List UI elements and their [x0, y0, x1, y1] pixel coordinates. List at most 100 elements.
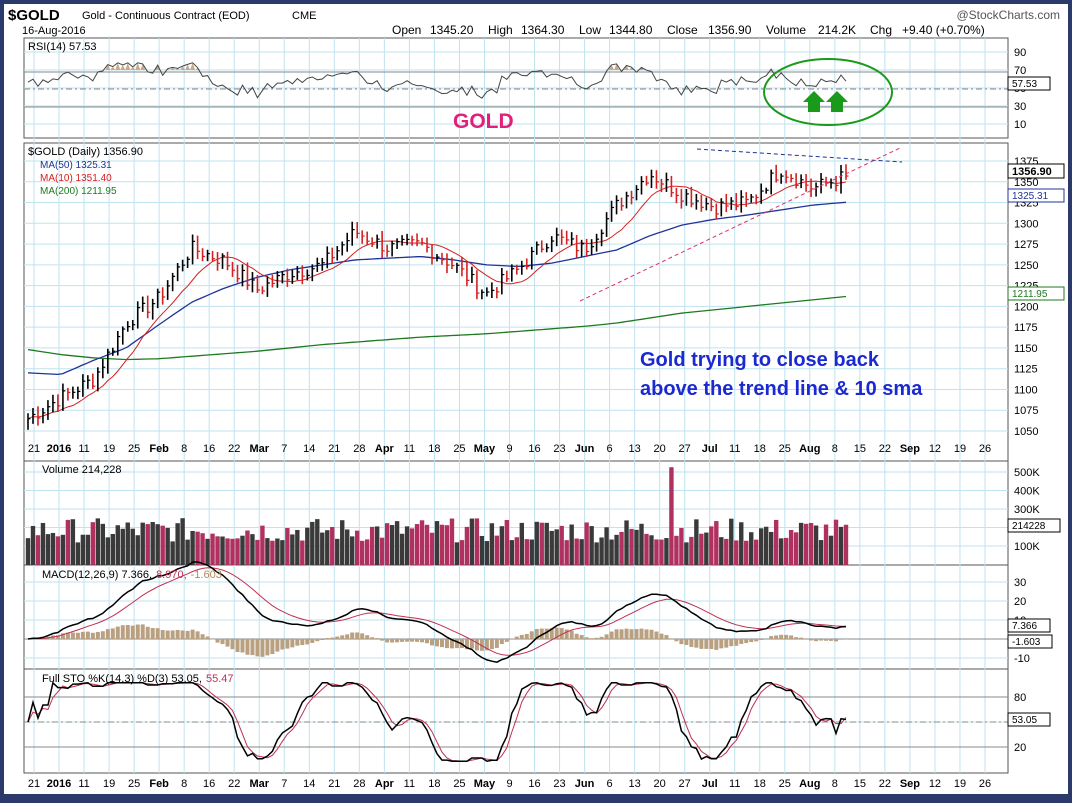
macd-histogram-bar [610, 632, 614, 639]
volume-bar [669, 467, 673, 565]
volume-bar [599, 537, 603, 565]
volume-bar [634, 530, 638, 565]
volume-bar [694, 519, 698, 565]
volume-bar [61, 535, 65, 565]
x-axis-label: May [474, 443, 496, 455]
macd-histogram-bar [305, 639, 309, 644]
macd-histogram-bar [365, 635, 369, 639]
close-label: Close [667, 23, 698, 37]
macd-histogram-bar [335, 637, 339, 639]
volume-bar [91, 522, 95, 565]
macd-histogram-bar [270, 639, 274, 654]
macd-histogram-bar [595, 638, 599, 639]
x-axis-label: 11 [78, 778, 89, 790]
macd-histogram-bar [679, 639, 683, 644]
volume-bar [779, 538, 783, 565]
volume-bar [495, 536, 499, 565]
volume-bar [106, 537, 110, 565]
volume-bar [230, 539, 234, 565]
volume-bar [455, 542, 459, 565]
volume-bar [734, 540, 738, 565]
volume-bar [619, 532, 623, 565]
x-axis-label: 21 [328, 443, 340, 455]
volume-bar [520, 523, 524, 565]
macd-histogram-bar [310, 639, 314, 643]
stoch-tick: 80 [1014, 692, 1026, 704]
volume-bar [759, 528, 763, 565]
price-tick: 1250 [1014, 260, 1038, 272]
x-axis-label: 27 [679, 778, 691, 790]
volume-bar [155, 524, 159, 565]
macd-histogram-bar [405, 639, 409, 642]
macd-tick: 20 [1014, 596, 1026, 608]
macd-histogram-bar [315, 639, 319, 641]
macd-histogram-bar [255, 639, 259, 656]
header-date: 16-Aug-2016 [22, 25, 86, 37]
x-axis-label: Sep [900, 778, 920, 790]
macd-histogram-bar [325, 638, 329, 639]
macd-histogram-bar [240, 639, 244, 652]
volume-bar [674, 536, 678, 565]
rsi-tag: 57.53 [1012, 79, 1037, 90]
macd-histogram-bar [659, 634, 663, 639]
ma10-legend: MA(10) 1351.40 [40, 173, 112, 184]
volume-bar [654, 539, 658, 565]
volume-bar [81, 535, 85, 565]
volume-bar [754, 540, 758, 565]
price-tag: 1356.90 [1012, 166, 1052, 178]
macd-histogram-bar [156, 628, 160, 639]
volume-bar [245, 531, 249, 565]
x-axis-label: Mar [249, 778, 269, 790]
volume-bar [505, 520, 509, 565]
volume-bar [744, 541, 748, 565]
macd-histogram-bar [620, 629, 624, 639]
macd-histogram-bar [839, 639, 843, 640]
volume-bar [445, 525, 449, 565]
x-axis-label: 18 [754, 443, 766, 455]
x-axis-label: 8 [181, 778, 187, 790]
volume-bar [679, 528, 683, 565]
macd-histogram-bar [76, 633, 80, 639]
x-axis-label: Sep [900, 443, 920, 455]
x-axis-label: Feb [149, 778, 169, 790]
macd-histogram-bar [400, 639, 404, 642]
macd-histogram-bar [794, 637, 798, 639]
volume-bar [111, 534, 115, 565]
macd-histogram-bar [505, 639, 509, 642]
macd-histogram-bar [570, 631, 574, 639]
volume-bar [265, 538, 269, 565]
x-axis-label: 25 [779, 443, 791, 455]
x-axis-label: 11 [729, 778, 740, 790]
volume-bar [609, 540, 613, 565]
macd-histogram-bar [714, 639, 718, 650]
volume-tick: 300K [1014, 504, 1040, 516]
volume-bar [530, 540, 534, 565]
x-axis-label: 21 [28, 443, 40, 455]
macd-histogram-bar [435, 639, 439, 646]
x-axis-label: 2016 [47, 443, 71, 455]
volume-bar [545, 523, 549, 565]
macd-histogram-bar [131, 626, 135, 639]
macd-histogram-bar [345, 634, 349, 639]
x-axis-label: Jul [702, 778, 718, 790]
x-axis-label: 12 [929, 443, 941, 455]
macd-histogram-bar [161, 630, 165, 639]
volume-bar [704, 533, 708, 565]
stoch-legend-d: 55.47 [206, 673, 234, 685]
stoch-legend-main: Full STO %K(14,3) %D(3) 53.05, [42, 673, 202, 685]
ma200-tag: 1211.95 [1012, 289, 1048, 300]
macd-histogram-bar [81, 632, 85, 639]
low-value: 1344.80 [609, 23, 653, 37]
header-description: Gold - Continuous Contract (EOD) [82, 10, 250, 22]
volume-bar [175, 523, 179, 565]
macd-histogram-bar [664, 635, 668, 639]
volume-bar [41, 523, 45, 565]
macd-histogram-bar [640, 629, 644, 639]
volume-bar [839, 527, 843, 565]
macd-histogram-bar [320, 639, 324, 640]
macd-histogram-bar [186, 631, 190, 639]
macd-histogram-bar [689, 639, 693, 647]
volume-bar [460, 540, 464, 565]
x-axis-label: 26 [979, 778, 991, 790]
